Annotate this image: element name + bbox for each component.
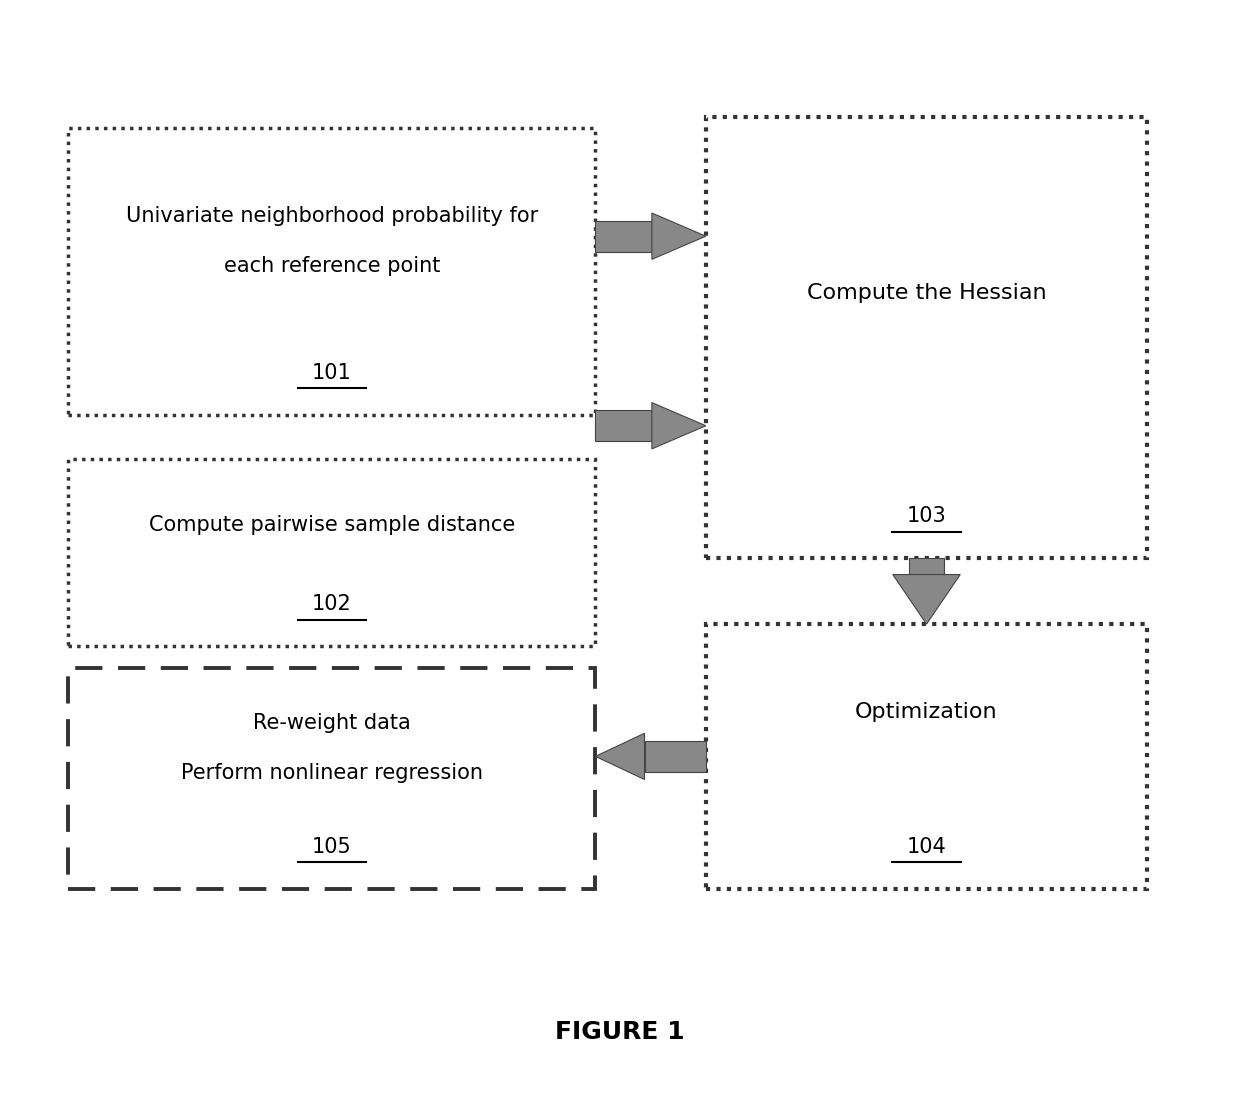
Text: 103: 103 [906,507,946,526]
Bar [595,221,652,251]
Bar [706,624,1147,888]
Bar [645,741,706,772]
Bar [68,668,595,888]
Bar [706,117,1147,558]
Text: FIGURE 1: FIGURE 1 [556,1020,684,1043]
Text: 104: 104 [906,837,946,857]
Bar [909,558,944,575]
Polygon shape [652,213,706,259]
Polygon shape [652,403,706,449]
Polygon shape [893,575,960,624]
Polygon shape [595,733,645,779]
Bar [595,411,652,441]
Text: 105: 105 [312,837,352,857]
Text: Perform nonlinear regression: Perform nonlinear regression [181,763,482,783]
Text: Compute pairwise sample distance: Compute pairwise sample distance [149,514,515,535]
Text: Univariate neighborhood probability for: Univariate neighborhood probability for [125,206,538,227]
Text: Re-weight data: Re-weight data [253,713,410,733]
Text: Optimization: Optimization [856,702,998,722]
Text: 101: 101 [312,363,352,383]
Text: Compute the Hessian: Compute the Hessian [807,283,1047,304]
Bar [68,128,595,415]
Text: each reference point: each reference point [223,256,440,276]
Text: 102: 102 [312,595,352,614]
Bar [68,459,595,646]
